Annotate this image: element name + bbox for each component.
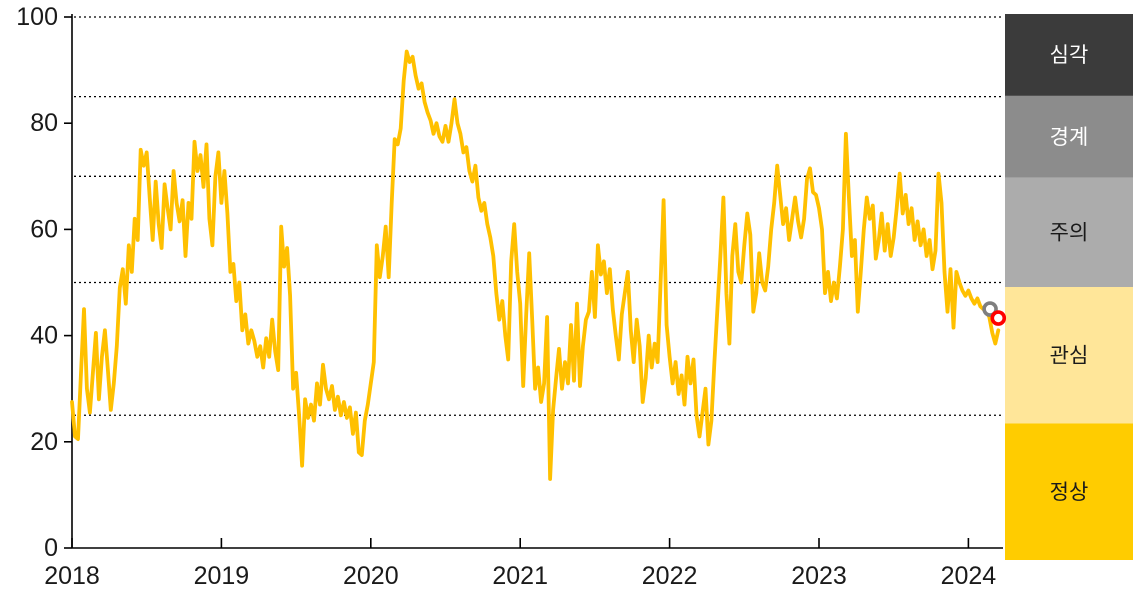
y-tick-label-0: 0 [44,534,58,562]
risk-band-label-4: 정상 [1050,481,1089,504]
risk-band-label-3: 관심 [1050,344,1089,367]
y-tick-label-100: 100 [16,3,58,31]
x-tick-label-2021: 2021 [492,562,548,590]
y-tick-label-40: 40 [30,322,58,350]
previous-week-marker [982,301,998,317]
y-tick-label-80: 80 [30,109,58,137]
risk-band-3 [1005,287,1133,424]
x-tick-label-2019: 2019 [194,562,250,590]
risk-band-4 [1005,423,1133,560]
x-tick-label-2022: 2022 [642,562,698,590]
risk-band-2 [1005,177,1133,287]
latest-week-marker [990,310,1007,326]
risk-band-label-2: 주의 [1050,221,1089,244]
x-tick-label-2023: 2023 [791,562,847,590]
x-tick-label-2024: 2024 [941,562,997,590]
risk-band-1 [1005,95,1133,178]
risk-band-0 [1005,14,1133,96]
y-tick-label-60: 60 [30,215,58,243]
x-tick-label-2020: 2020 [343,562,399,590]
y-tick-label-20: 20 [30,428,58,456]
risk-band-label-0: 심각 [1050,44,1089,67]
x-tick-label-2018: 2018 [44,562,100,590]
stress-index-line [70,49,1001,481]
risk-band-label-1: 경계 [1050,126,1089,149]
